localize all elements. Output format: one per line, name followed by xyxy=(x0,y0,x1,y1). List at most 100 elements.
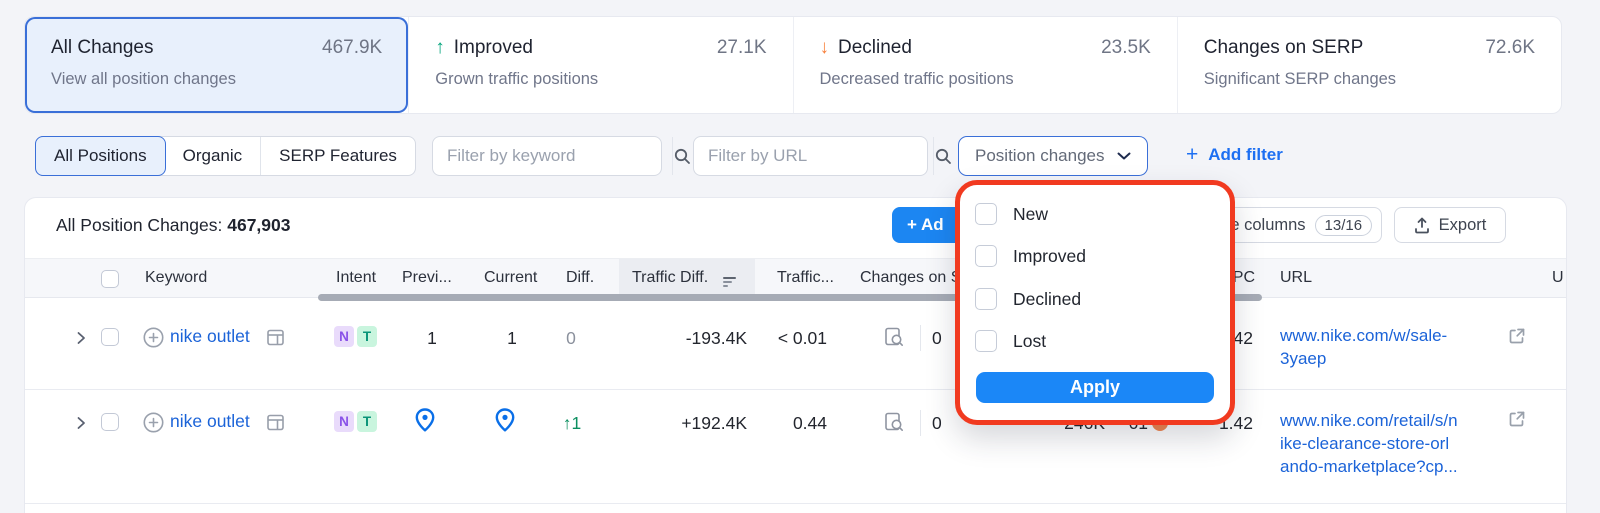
intent-badge-navigational: N xyxy=(334,411,354,432)
row-divider xyxy=(25,389,1566,390)
cell-traffic-diff: -193.4K xyxy=(685,328,747,348)
lost-checkbox[interactable] xyxy=(975,330,997,352)
intent-badge-navigational: N xyxy=(334,326,354,347)
stat-card-changes-on-serp[interactable]: Changes on SERP 72.6K Significant SERP c… xyxy=(1176,17,1561,113)
col-header-url[interactable]: URL xyxy=(1280,269,1313,286)
url-link[interactable]: www.nike.com/w/sale- 3yaep xyxy=(1280,326,1448,368)
card-value: 23.5K xyxy=(1101,37,1151,58)
select-all-checkbox[interactable] xyxy=(101,270,119,288)
summary-count: 467,903 xyxy=(227,215,291,235)
cell-previous: 1 xyxy=(427,328,437,348)
declined-down-icon: ↓ xyxy=(819,37,830,58)
export-button[interactable]: Export xyxy=(1394,207,1506,243)
col-header-current[interactable]: Current xyxy=(484,269,538,286)
menu-option-improved[interactable]: Improved xyxy=(975,239,1215,273)
apply-button[interactable]: Apply xyxy=(976,372,1214,403)
card-subtitle: View all position changes xyxy=(51,70,236,88)
position-changes-dropdown-label: Position changes xyxy=(975,146,1105,165)
url-filter-input[interactable] xyxy=(694,137,933,175)
improved-checkbox[interactable] xyxy=(975,245,997,267)
position-changes-dropdown-button[interactable]: Position changes xyxy=(958,136,1148,176)
cell-divider xyxy=(920,325,921,351)
results-card xyxy=(24,197,1567,513)
row-expand-chevron-icon[interactable] xyxy=(76,330,86,350)
keyword-link[interactable]: nike outlet xyxy=(170,411,250,431)
external-link-icon[interactable] xyxy=(1508,327,1526,350)
position-changes-menu: New Improved Declined Lost Apply xyxy=(955,180,1235,425)
card-title: Improved xyxy=(453,37,533,58)
location-pin-icon[interactable] xyxy=(415,408,435,437)
keyword-search-button[interactable] xyxy=(672,137,691,175)
horizontal-scrollbar[interactable] xyxy=(318,294,1262,301)
summary-label: All Position Changes: xyxy=(56,215,223,235)
cell-traffic: < 0.01 xyxy=(777,328,827,348)
col-header-keyword[interactable]: Keyword xyxy=(145,269,208,286)
col-header-intent[interactable]: Intent xyxy=(336,269,377,286)
col-header-previous[interactable]: Previ... xyxy=(402,269,452,286)
cell-current: 1 xyxy=(507,328,517,348)
serp-preview-icon[interactable] xyxy=(884,412,904,437)
positions-tab-group: All Positions Organic SERP Features xyxy=(35,136,416,176)
cell-diff: 0 xyxy=(566,328,576,348)
card-value: 467.9K xyxy=(322,37,383,58)
row-divider xyxy=(25,503,1566,504)
col-header-traffic[interactable]: Traffic... xyxy=(777,269,834,286)
menu-option-new[interactable]: New xyxy=(975,197,1215,231)
card-value: 27.1K xyxy=(716,37,767,58)
new-checkbox[interactable] xyxy=(975,203,997,225)
keyword-filter-input[interactable] xyxy=(433,137,672,175)
card-subtitle: Significant SERP changes xyxy=(1203,70,1397,88)
declined-checkbox[interactable] xyxy=(975,288,997,310)
stat-card-improved[interactable]: ↑ Improved 27.1K Grown traffic positions xyxy=(408,17,792,113)
export-label: Export xyxy=(1438,215,1487,234)
plus-icon: + xyxy=(1186,143,1199,166)
cell-diff: ↑1 xyxy=(562,413,582,433)
external-link-icon[interactable] xyxy=(1508,410,1526,433)
card-title: All Changes xyxy=(51,37,154,58)
add-to-list-circle-icon[interactable] xyxy=(143,412,164,438)
add-to-list-label: + Ad xyxy=(907,215,944,234)
card-title: Changes on SERP xyxy=(1203,37,1364,58)
card-value: 72.6K xyxy=(1485,37,1535,58)
stat-card-all-changes[interactable]: All Changes 467.9K View all position cha… xyxy=(25,17,409,113)
tab-serp-features[interactable]: SERP Features xyxy=(260,137,415,175)
stat-cards-row: All Changes 467.9K View all position cha… xyxy=(24,16,1562,114)
cell-traffic: 0.44 xyxy=(792,413,827,433)
serp-preview-icon[interactable] xyxy=(884,327,904,352)
stat-card-declined[interactable]: ↓ Declined 23.5K Decreased traffic posit… xyxy=(792,17,1177,113)
tab-all-positions[interactable]: All Positions xyxy=(35,136,166,176)
url-search-button[interactable] xyxy=(933,137,952,175)
col-header-diff[interactable]: Diff. xyxy=(566,269,595,286)
add-filter-button[interactable]: + Add filter xyxy=(1186,143,1283,167)
row-checkbox[interactable] xyxy=(101,413,119,431)
columns-count-badge: 13/16 xyxy=(1314,214,1373,236)
chevron-down-icon xyxy=(1117,152,1131,160)
cell-traffic-diff: +192.4K xyxy=(681,413,747,433)
menu-option-declined[interactable]: Declined xyxy=(975,282,1215,316)
improved-up-icon: ↑ xyxy=(435,37,445,58)
tab-organic[interactable]: Organic xyxy=(182,146,243,165)
serp-window-icon[interactable] xyxy=(267,329,284,351)
location-pin-icon[interactable] xyxy=(495,408,515,437)
keyword-link[interactable]: nike outlet xyxy=(170,326,250,346)
search-icon xyxy=(935,148,951,164)
search-icon xyxy=(674,148,690,164)
url-filter-box xyxy=(693,136,951,176)
cell-divider xyxy=(920,410,921,436)
sort-descending-icon[interactable] xyxy=(722,273,738,293)
row-expand-chevron-icon[interactable] xyxy=(76,415,86,435)
keyword-filter-box xyxy=(432,136,690,176)
col-header-traffic-diff[interactable]: Traffic Diff. xyxy=(632,269,709,286)
serp-window-icon[interactable] xyxy=(267,414,284,436)
menu-option-lost[interactable]: Lost xyxy=(975,324,1215,358)
intent-badge-transactional: T xyxy=(357,411,377,432)
add-to-list-circle-icon[interactable] xyxy=(143,327,164,353)
col-header-trailing[interactable]: U xyxy=(1552,269,1564,286)
export-icon xyxy=(1414,217,1429,233)
card-subtitle: Decreased traffic positions xyxy=(819,70,1014,88)
url-link[interactable]: www.nike.com/retail/s/n ike-clearance-st… xyxy=(1280,411,1458,476)
intent-badge-transactional: T xyxy=(357,326,377,347)
row-checkbox[interactable] xyxy=(101,328,119,346)
card-title: Declined xyxy=(838,37,912,58)
